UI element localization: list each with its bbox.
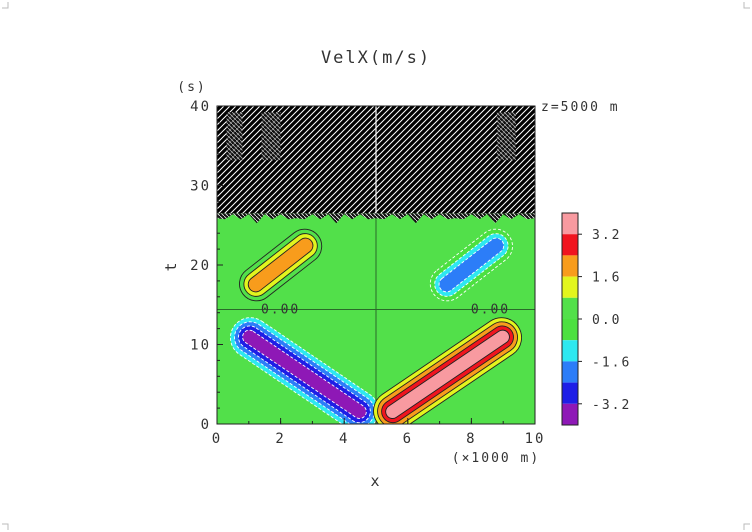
y-tick-label: 10 xyxy=(190,338,211,354)
lobe-positive-lobe-upper xyxy=(239,228,323,302)
contour-label: 0.00 xyxy=(471,303,510,318)
x-axis: 0 2 4 6 8 10 xyxy=(212,418,546,447)
x-tick-label: 2 xyxy=(275,431,285,447)
colorbar-tick-label: -3.2 xyxy=(592,398,631,413)
colorbar-swatch xyxy=(562,255,578,277)
plot-area: 0.00 0.00 xyxy=(217,106,535,424)
colorbar-swatch xyxy=(562,382,578,404)
colorbar-swatch xyxy=(562,297,578,319)
colorbar-swatch xyxy=(562,340,578,362)
contour-label: 0.00 xyxy=(261,303,300,318)
chart-title: VelX(m/s) xyxy=(321,48,431,68)
colorbar-swatch xyxy=(562,403,578,425)
x-tick-label: 6 xyxy=(403,431,413,447)
colorbar-tick-label: 0.0 xyxy=(592,313,621,328)
y-tick-label: 30 xyxy=(190,179,211,195)
lobe-positive-lobe-lower xyxy=(373,317,522,424)
y-tick-label: 40 xyxy=(190,99,211,115)
x-tick-label: 8 xyxy=(466,431,476,447)
x-tick-label: 0 xyxy=(212,431,222,447)
lobe-negative-lobe-upper xyxy=(429,228,513,302)
colorbar-swatch xyxy=(562,213,578,235)
colorbar-tick-label: 1.6 xyxy=(592,271,621,286)
y-axis-label: t xyxy=(162,260,180,271)
colorbar-swatch xyxy=(562,361,578,383)
colorbar-tick-label: 3.2 xyxy=(592,228,621,243)
annotation-z: z=5000 m xyxy=(541,100,620,115)
y-tick-label: 0 xyxy=(201,417,211,433)
x-axis-label: x xyxy=(370,472,381,490)
x-tick-label: 10 xyxy=(525,431,546,447)
y-axis: 0 10 20 30 40 xyxy=(190,99,223,433)
noise-region xyxy=(217,106,535,224)
y-tick-label: 20 xyxy=(190,258,211,274)
colorbar-swatch xyxy=(562,276,578,298)
colorbar-swatch xyxy=(562,234,578,256)
colorbar-swatch xyxy=(562,319,578,341)
x-tick-label: 4 xyxy=(339,431,349,447)
y-unit-label: (s) xyxy=(177,80,206,95)
lobe-negative-lobe-lower xyxy=(230,317,379,424)
x-unit-label: (×1000 m) xyxy=(452,451,540,466)
colorbar-tick-label: -1.6 xyxy=(592,355,631,370)
colorbar: 3.2 1.6 0.0 -1.6 -3.2 xyxy=(561,212,631,426)
